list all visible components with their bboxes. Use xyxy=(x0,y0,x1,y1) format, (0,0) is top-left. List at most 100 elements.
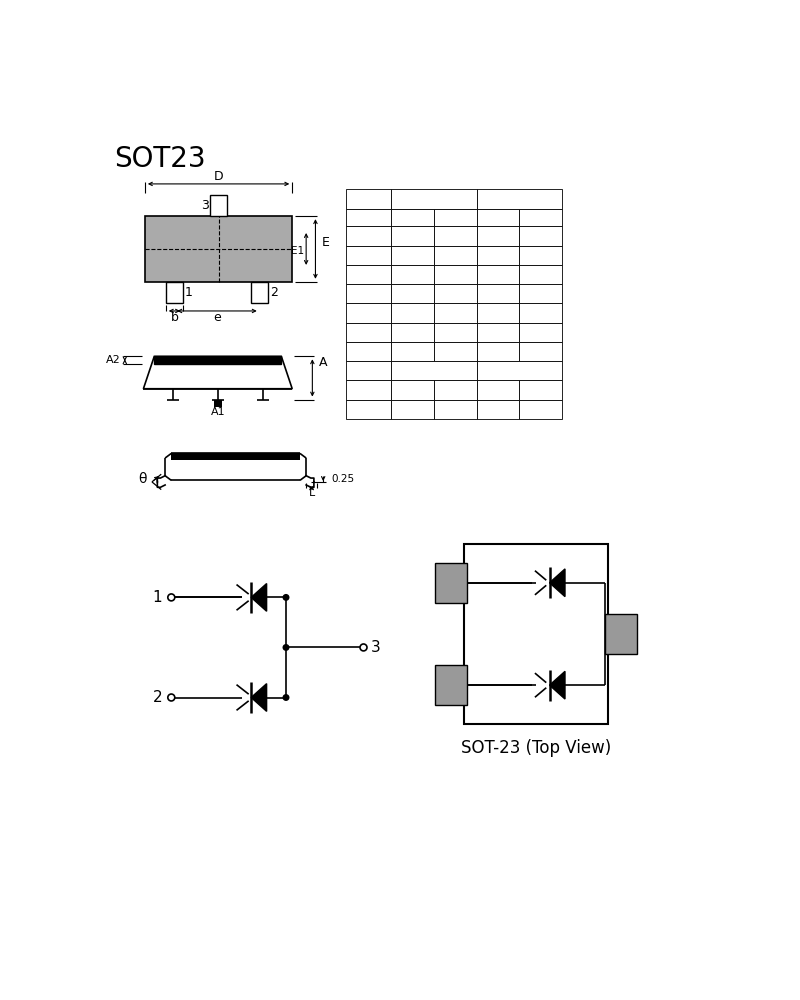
Text: 1.200: 1.200 xyxy=(396,345,430,358)
Text: 8°: 8° xyxy=(449,403,462,416)
Text: L: L xyxy=(366,383,372,396)
Bar xyxy=(477,400,519,419)
Bar xyxy=(519,342,562,361)
Bar xyxy=(391,246,434,265)
Bar xyxy=(434,380,477,400)
Bar xyxy=(391,380,434,400)
Text: A1: A1 xyxy=(361,249,377,262)
Text: 0.055: 0.055 xyxy=(524,345,558,358)
Bar xyxy=(477,361,562,380)
Text: 3.000: 3.000 xyxy=(438,287,472,300)
Text: MAX: MAX xyxy=(443,213,468,223)
Bar xyxy=(346,303,391,323)
Text: θ: θ xyxy=(138,472,146,486)
Text: 1.050: 1.050 xyxy=(438,268,472,281)
Text: 0.300: 0.300 xyxy=(396,383,430,396)
Bar xyxy=(434,342,477,361)
Text: 2.800: 2.800 xyxy=(396,287,430,300)
Bar xyxy=(346,189,391,209)
Text: SOT-23 (Top View): SOT-23 (Top View) xyxy=(461,739,611,757)
Text: L: L xyxy=(309,488,314,498)
Bar xyxy=(391,323,434,342)
Text: 2: 2 xyxy=(446,678,455,692)
Text: 0.020: 0.020 xyxy=(524,306,558,319)
Circle shape xyxy=(282,594,290,601)
Bar xyxy=(519,226,562,246)
Bar xyxy=(346,246,391,265)
Text: A: A xyxy=(365,229,373,242)
Bar xyxy=(519,284,562,303)
Bar xyxy=(477,284,519,303)
Bar xyxy=(171,453,300,460)
Text: 0.000: 0.000 xyxy=(396,249,430,262)
Text: 0.950 BSC: 0.950 BSC xyxy=(404,364,464,377)
Text: 0.110: 0.110 xyxy=(482,287,514,300)
Bar xyxy=(435,563,467,603)
Text: 3: 3 xyxy=(617,627,625,641)
Text: INCHES: INCHES xyxy=(498,194,540,204)
Bar xyxy=(605,614,637,654)
Text: 0.012: 0.012 xyxy=(482,383,514,396)
Text: 1: 1 xyxy=(185,286,192,299)
Text: 0.118: 0.118 xyxy=(524,287,558,300)
Bar xyxy=(214,400,222,407)
Text: 3: 3 xyxy=(371,640,381,655)
Bar xyxy=(477,323,519,342)
Bar xyxy=(477,246,519,265)
Text: 0.500: 0.500 xyxy=(438,306,472,319)
Polygon shape xyxy=(154,356,282,364)
Bar xyxy=(391,342,434,361)
Polygon shape xyxy=(251,684,266,711)
Bar xyxy=(346,265,391,284)
Bar xyxy=(519,265,562,284)
Text: MIN: MIN xyxy=(402,213,423,223)
Text: 2: 2 xyxy=(153,690,162,705)
Text: SOT23: SOT23 xyxy=(114,145,206,173)
Bar xyxy=(477,265,519,284)
Text: 8°: 8° xyxy=(534,403,547,416)
Bar xyxy=(519,209,562,226)
Text: A2: A2 xyxy=(361,268,377,281)
Bar xyxy=(477,380,519,400)
Bar xyxy=(346,361,391,380)
Bar xyxy=(346,226,391,246)
Text: 2.550: 2.550 xyxy=(438,326,472,339)
Text: 0.500: 0.500 xyxy=(438,383,472,396)
Bar xyxy=(391,361,477,380)
Text: E1: E1 xyxy=(362,345,376,358)
Polygon shape xyxy=(550,671,565,699)
Bar xyxy=(210,195,227,216)
Bar xyxy=(464,544,608,724)
Text: MIN: MIN xyxy=(487,213,509,223)
Text: 3: 3 xyxy=(201,199,209,212)
Text: 0.100: 0.100 xyxy=(438,249,472,262)
Text: 1.400: 1.400 xyxy=(438,345,472,358)
Text: E1: E1 xyxy=(291,246,305,256)
Circle shape xyxy=(282,694,290,701)
Bar xyxy=(391,284,434,303)
Text: 0.012: 0.012 xyxy=(482,306,514,319)
Bar xyxy=(477,342,519,361)
Bar xyxy=(391,265,434,284)
Text: 0.020: 0.020 xyxy=(524,383,558,396)
Text: 0: 0 xyxy=(494,403,502,416)
Text: 0.900: 0.900 xyxy=(396,229,430,242)
Text: 1: 1 xyxy=(446,576,455,590)
Text: D: D xyxy=(214,170,223,183)
Text: D: D xyxy=(364,287,374,300)
Text: 0: 0 xyxy=(409,403,417,416)
Bar xyxy=(519,246,562,265)
Text: 0.004: 0.004 xyxy=(524,249,558,262)
Bar xyxy=(434,265,477,284)
Bar xyxy=(434,400,477,419)
Text: θ: θ xyxy=(366,403,373,416)
Circle shape xyxy=(282,644,290,651)
Bar xyxy=(346,400,391,419)
Text: SYMBOL: SYMBOL xyxy=(346,194,392,204)
Text: 0.035: 0.035 xyxy=(482,229,514,242)
Bar xyxy=(434,303,477,323)
Circle shape xyxy=(168,594,174,601)
Bar xyxy=(346,284,391,303)
Text: b: b xyxy=(170,311,178,324)
Text: A: A xyxy=(318,356,327,369)
